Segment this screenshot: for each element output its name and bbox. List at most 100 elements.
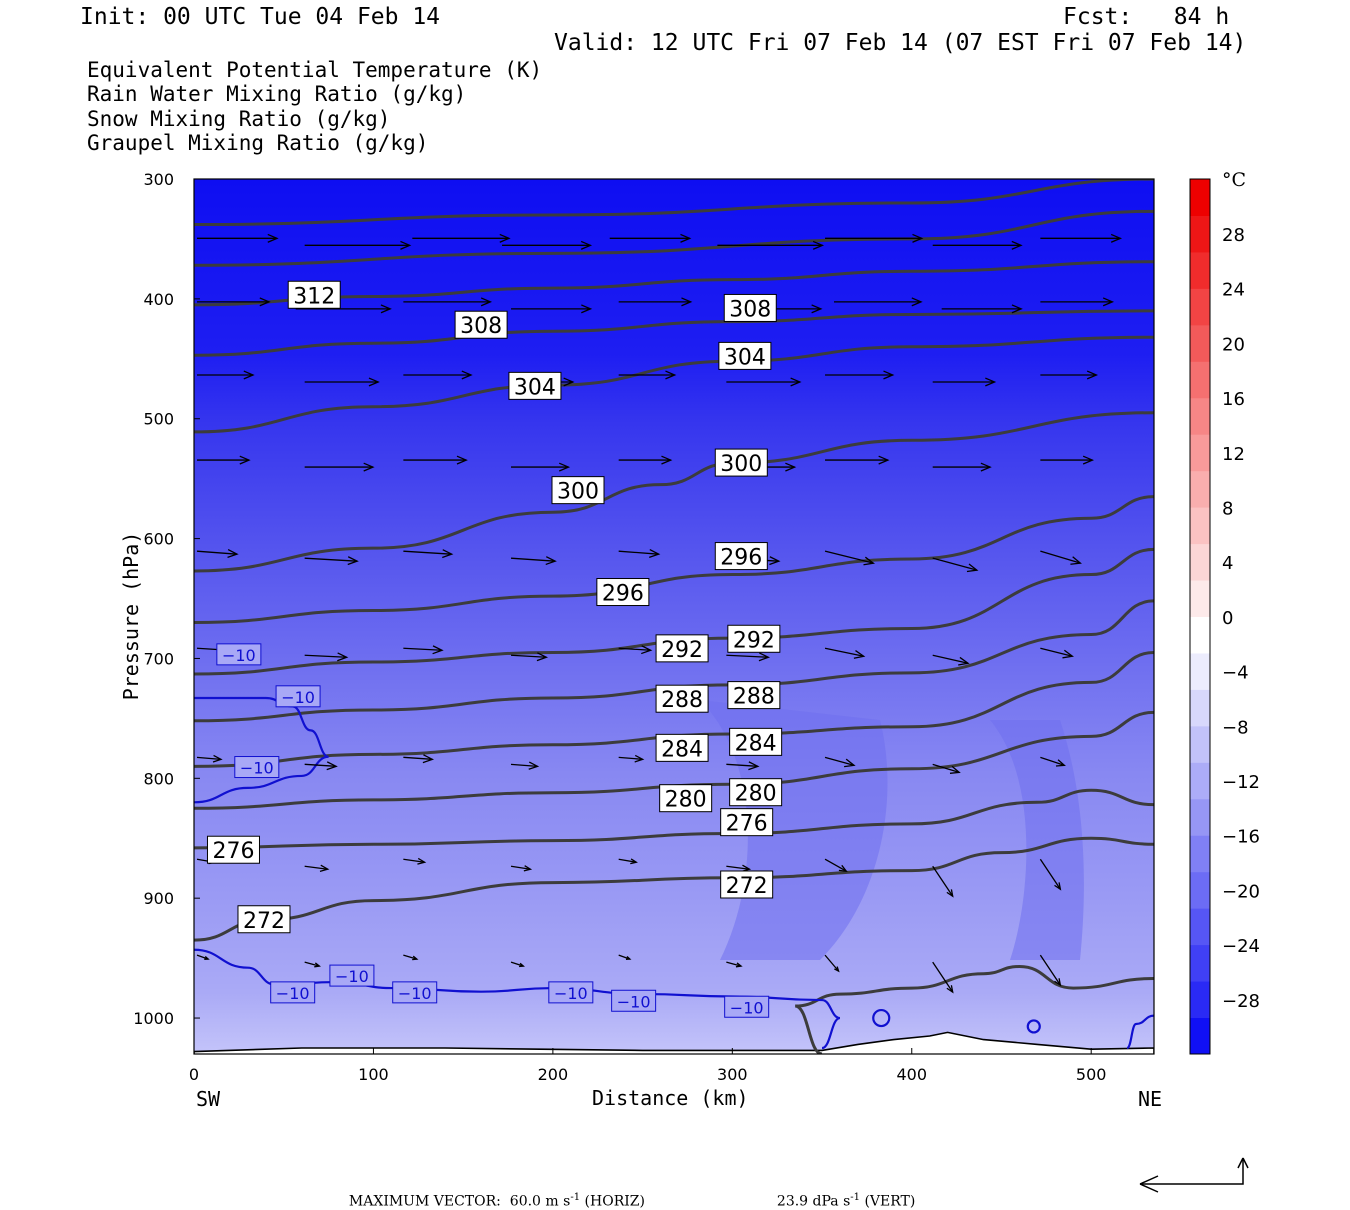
wind-vector-head [456,455,468,465]
temperature-label: −10 [611,989,657,1012]
wind-vector-head [661,455,673,465]
svg-text:308: 308 [460,314,502,339]
colorbar-label: −24 [1222,936,1260,957]
svg-text:284: 284 [661,737,703,762]
wind-vector [824,954,840,972]
wind-vector [932,654,969,664]
colorbar-frame [1189,178,1211,1055]
wind-vector [726,961,742,967]
wind-vector [726,763,758,767]
wind-vector-head [204,955,210,960]
colorbar-label: −28 [1222,991,1260,1012]
wind-vector [403,647,443,651]
wind-vector-head [1011,304,1023,314]
wind-vector-head [1086,370,1099,380]
wind-vector-head [412,955,419,961]
svg-text:−10: −10 [398,984,432,1003]
wind-vector [403,954,418,960]
colorbar-segment [1190,689,1210,727]
colorbar-label: −20 [1222,881,1260,902]
temperature-label: −10 [724,995,770,1018]
wind-vector-head [422,754,435,764]
colorbar-segment [1190,1017,1210,1055]
svg-text:272: 272 [243,909,285,934]
theta-e-label-276: 276 [720,808,774,837]
wind-vector [196,550,238,555]
wind-vector-head [1082,455,1095,465]
wind-vector-head [347,556,359,566]
wind-vector-head [545,556,557,566]
wind-vector-head [863,556,875,566]
wind-vector [510,865,531,870]
x-tick-label: 400 [896,1065,927,1084]
wind-vector-head [480,297,493,307]
theta-e-label-300: 300 [551,476,605,505]
theta-e-contour-300 [194,411,1154,573]
theta-e-label-292: 292 [727,624,781,653]
svg-text:292: 292 [733,628,775,653]
svg-text:284: 284 [735,731,777,756]
theta-e-label-292: 292 [655,634,709,663]
wind-vector [618,954,631,960]
theta-e-contour-304 [194,335,1154,434]
theta-e-label-284: 284 [655,733,709,762]
colorbar-segment [1190,944,1210,982]
colorbar-label: −8 [1222,717,1249,738]
wind-vector-head [326,761,338,771]
wind-vector-head [1054,882,1062,891]
wind-vector-head [239,455,251,465]
temperature-label: −10 [392,981,438,1004]
wind-vector-head [812,240,825,250]
svg-text:−10: −10 [281,688,315,707]
colorbar-segment [1190,871,1210,909]
wind-vector-head [337,652,349,662]
theta-e-label-272: 272 [237,905,291,934]
wind-vector-head [985,377,997,387]
theta-e-contour-upper [194,179,1154,227]
x-tick-label: 500 [1076,1065,1107,1084]
legend-graupel: Graupel Mixing Ratio (g/kg) [87,131,429,155]
theta-e-label-280: 280 [659,784,713,813]
svg-text:296: 296 [720,546,762,571]
wind-vector-head [758,652,771,662]
wind-vector-head [417,857,427,865]
theta-e-contour-upper [194,209,1154,267]
theta-e-contour-280 [194,710,1154,810]
wind-vector [510,557,556,562]
y-tick-label: 800 [143,769,174,788]
colorbar-segment [1190,798,1210,836]
temperature-minus10-contour [1026,1019,1041,1034]
theta-e-label-304: 304 [718,341,772,370]
wind-vector-head [883,370,895,380]
colorbar-segment [1190,543,1210,581]
wind-vector [196,954,209,960]
wind-vector [1040,550,1081,564]
init-time: Init: 00 UTC Tue 04 Feb 14 [80,4,441,30]
wind-vector [726,865,750,870]
svg-text:296: 296 [602,582,644,607]
colorbar-segment [1190,762,1210,800]
svg-text:292: 292 [661,638,703,663]
colorbar-label: 20 [1222,334,1245,355]
wind-vector-head [634,754,645,763]
y-tick-label: 1000 [133,1009,174,1028]
svg-text:308: 308 [729,297,771,322]
wind-vector [618,647,651,651]
wind-vector [510,763,538,767]
colorbar-segment [1190,215,1210,253]
wind-vector-head [680,233,692,243]
svg-text:288: 288 [733,685,775,710]
colorbar-segment [1190,908,1210,946]
y-tick-label: 500 [143,410,174,429]
wind-vector-head [363,462,375,472]
max-vector-label: MAXIMUM VECTOR: 60.0 m s-1 (HORIZ) [348,1192,645,1210]
wind-vector [618,756,643,760]
svg-text:280: 280 [735,782,777,807]
theta-e-label-276: 276 [206,835,260,864]
svg-text:272: 272 [726,874,768,899]
colorbar-label: −12 [1222,772,1260,793]
wind-vector-head [314,962,321,968]
colorbar-segment [1190,251,1210,289]
wind-vector [403,550,452,555]
colorbar-label: −4 [1222,663,1249,684]
